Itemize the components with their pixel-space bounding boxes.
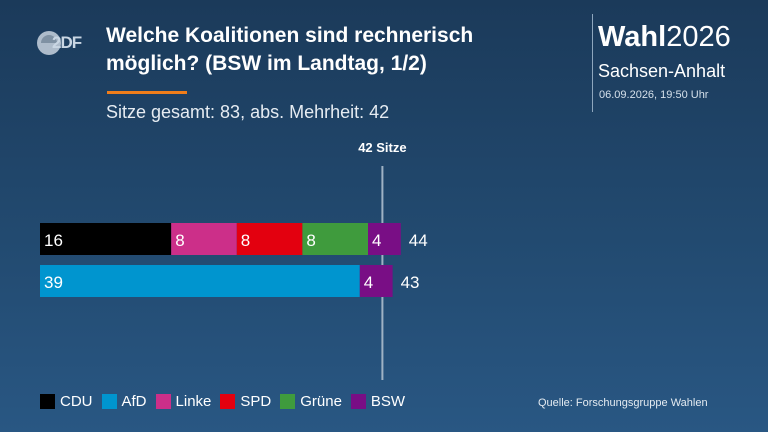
bar-segment-afd [40, 265, 360, 297]
segment-value-label: 16 [44, 231, 63, 250]
legend-swatch [101, 394, 117, 409]
title-accent-rule [107, 91, 187, 94]
zdf-logo-text: 2DF [52, 33, 82, 52]
brand-word: Wahl [598, 21, 667, 53]
bar-segment-bsw [359, 265, 393, 297]
header-separator [592, 14, 593, 112]
legend-swatch [280, 394, 296, 409]
segment-value-label: 8 [175, 231, 184, 250]
segment-value-label: 4 [372, 231, 381, 250]
legend-item: CDU [40, 393, 93, 410]
legend-item: Grüne [280, 393, 342, 410]
source-note: Quelle: Forschungsgruppe Wahlen [538, 397, 708, 409]
bar-segment-grüne [302, 223, 368, 255]
legend-swatch [40, 394, 55, 409]
legend-item: SPD [220, 393, 271, 410]
timestamp: 06.09.2026, 19:50 Uhr [599, 89, 709, 101]
election-brand: Wahl2026 [598, 20, 731, 54]
legend-item: Linke [155, 393, 212, 410]
legend-label: Grüne [300, 393, 342, 410]
zdf-logo-icon [37, 31, 61, 55]
chart-title: Welche Koalitionen sind rechnerisch mögl… [106, 24, 474, 75]
segment-value-label: 8 [306, 231, 315, 250]
legend-item: BSW [350, 393, 406, 410]
legend-label: CDU [60, 393, 93, 410]
chart-subtitle: Sitze gesamt: 83, abs. Mehrheit: 42 [106, 102, 390, 122]
bar-segment-cdu [40, 223, 172, 255]
legend-label: SPD [240, 393, 272, 410]
bar-segment-linke [171, 223, 237, 255]
legend-label: Linke [175, 393, 212, 410]
legend-swatch [155, 394, 171, 409]
legend-swatch [350, 394, 366, 409]
segment-value-label: 4 [364, 273, 373, 292]
legend-label: BSW [370, 393, 406, 410]
bar-total-label: 44 [409, 231, 428, 250]
bar-segment-spd [236, 223, 303, 255]
majority-label: 42 Sitze [358, 140, 406, 155]
bar-total-label: 43 [401, 273, 420, 292]
brand-year: 2026 [666, 21, 731, 53]
chart-legend: CDU AfD Linke SPD Grüne BSW [40, 393, 414, 410]
legend-label: AfD [121, 393, 147, 410]
segment-value-label: 8 [241, 231, 250, 250]
legend-swatch [220, 394, 236, 409]
segment-value-label: 39 [44, 273, 63, 292]
bar-segment-bsw [368, 223, 401, 255]
state-name: Sachsen-Anhalt [598, 61, 726, 81]
legend-item: AfD [101, 393, 147, 410]
